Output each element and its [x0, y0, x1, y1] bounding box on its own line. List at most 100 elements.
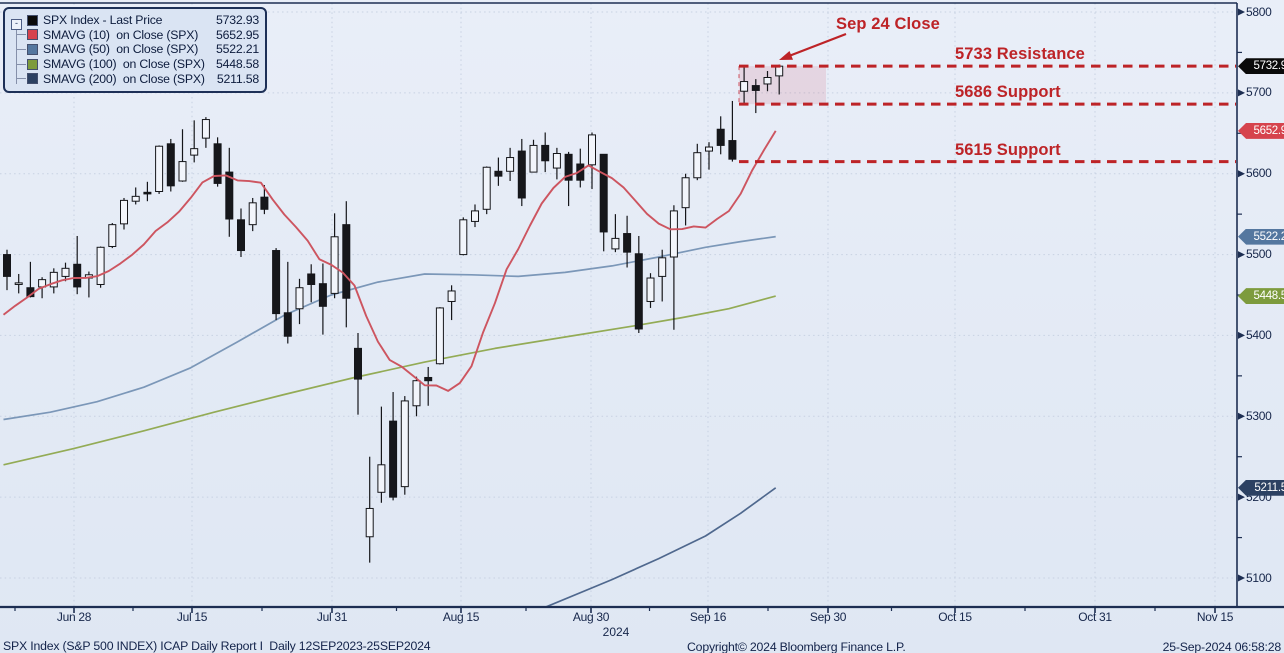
legend-tree-rail — [16, 30, 17, 84]
candle — [318, 263, 327, 335]
y-axis-tick-label: 5700 — [1246, 85, 1272, 100]
legend-collapse-icon[interactable]: - — [11, 19, 22, 30]
legend-item-value: 5522.21 — [215, 42, 259, 57]
price-badge: 5448.58 — [1238, 288, 1284, 305]
annotation-sep24-close: Sep 24 Close — [836, 15, 940, 33]
legend-item-smavg-10[interactable]: SMAVG (10) on Close (SPX) 5652.95 — [11, 28, 259, 43]
candle — [728, 100, 737, 162]
annotation-support-5615: 5615 Support — [955, 141, 1061, 159]
candle — [588, 132, 596, 190]
price-badge: 5732.93 — [1238, 58, 1284, 75]
sma-lines — [3, 235, 777, 607]
candle — [716, 116, 725, 155]
candle — [447, 285, 456, 321]
x-axis-year-label: 2024 — [602, 625, 630, 639]
candle — [541, 132, 550, 173]
legend-rows: SPX Index - Last Price 5732.93 SMAVG (10) … — [11, 13, 259, 86]
x-axis-tick-label: Sep 16 — [689, 610, 727, 624]
legend-box: - SPX Index - Last Price 5732.93 SMAVG (10… — [3, 7, 267, 93]
candle — [272, 248, 281, 321]
legend-swatch-icon — [27, 58, 38, 70]
legend-item-label: SPX Index - Last Price — [43, 13, 163, 28]
candles — [3, 64, 784, 563]
candle — [84, 271, 93, 298]
x-axis-tick-label: Jul 15 — [176, 610, 208, 624]
footer-copyright: Copyright© 2024 Bloomberg Finance L.P. — [687, 640, 906, 653]
legend-item-value: 5211.58 — [216, 71, 259, 86]
candle — [49, 268, 58, 294]
legend-swatch-icon — [27, 29, 38, 41]
candle — [658, 249, 667, 302]
sma-line-10 — [2, 130, 777, 392]
candle — [506, 147, 515, 181]
x-axis-tick-label: Jun 28 — [56, 610, 92, 624]
candle — [611, 214, 620, 253]
candle — [494, 157, 503, 186]
candle — [213, 137, 222, 187]
candle — [108, 223, 117, 249]
candle — [237, 208, 245, 257]
candle — [73, 235, 82, 295]
candle — [96, 246, 105, 288]
support-resistance-lines — [739, 64, 1236, 164]
y-axis-tick-label: 5300 — [1246, 408, 1272, 423]
x-axis-tick-label: Aug 30 — [572, 610, 610, 624]
sma-line-200 — [543, 487, 777, 607]
legend-item-smavg-50[interactable]: SMAVG (50) on Close (SPX) 5522.21 — [11, 42, 259, 57]
sep24-arrow — [779, 32, 847, 60]
legend-item-smavg-200[interactable]: SMAVG (200) on Close (SPX) 5211.58 — [11, 71, 259, 86]
legend-item-value: 5652.95 — [215, 27, 259, 42]
legend-tree-stub — [16, 78, 26, 80]
candle — [681, 173, 690, 226]
legend-swatch-icon — [27, 73, 38, 85]
x-axis-tick-label: Nov 15 — [1196, 610, 1234, 624]
candle — [155, 145, 164, 194]
legend-item-label: SMAVG (200) on Close (SPX) — [43, 71, 205, 86]
candle — [166, 138, 175, 192]
candle — [131, 187, 140, 205]
candle — [564, 151, 573, 207]
x-axis-tick-label: Oct 15 — [938, 610, 972, 624]
gridlines — [0, 3, 1237, 607]
legend-tree-stub — [16, 48, 26, 50]
legend-item-smavg-100[interactable]: SMAVG (100) on Close (SPX) 5448.58 — [11, 57, 259, 72]
candle — [693, 143, 702, 181]
legend-item-spx-last-price[interactable]: SPX Index - Last Price 5732.93 — [11, 13, 259, 28]
candle — [669, 205, 678, 330]
candle — [646, 273, 655, 308]
footer-timestamp: 25-Sep-2024 06:58:28 — [1162, 640, 1282, 653]
candle — [225, 147, 234, 237]
candle — [400, 396, 409, 495]
candle — [307, 264, 316, 303]
candle — [260, 185, 269, 215]
legend-tree-stub — [16, 34, 26, 36]
candle — [190, 120, 199, 163]
candle — [248, 197, 257, 232]
legend-item-label: SMAVG (10) on Close (SPX) — [43, 27, 199, 42]
footer-report-title: SPX Index (S&P 500 INDEX) ICAP Daily Rep… — [3, 639, 431, 653]
legend-swatch-icon — [27, 43, 38, 55]
candle — [529, 139, 538, 173]
candle — [3, 249, 11, 291]
candle — [342, 201, 351, 328]
candle — [763, 71, 772, 92]
candle — [295, 278, 304, 325]
candle — [424, 366, 433, 406]
price-badge: 5522.21 — [1238, 228, 1284, 245]
candle — [552, 147, 561, 180]
candle — [705, 142, 713, 170]
price-badge: 5652.95 — [1238, 122, 1284, 139]
candle — [412, 376, 421, 417]
candle — [120, 197, 128, 230]
candle — [623, 215, 632, 268]
y-axis-tick-label: 5100 — [1246, 570, 1272, 585]
y-axis-tick-label: 5600 — [1246, 166, 1272, 181]
price-badge: 5211.58 — [1238, 479, 1284, 496]
candle — [517, 138, 526, 207]
legend-item-value: 5732.93 — [215, 13, 259, 28]
y-axis-tick-label: 5500 — [1246, 247, 1272, 262]
legend-item-label: SMAVG (100) on Close (SPX) — [43, 57, 205, 72]
candle — [377, 406, 386, 503]
x-axis-tick-label: Sep 30 — [809, 610, 847, 624]
